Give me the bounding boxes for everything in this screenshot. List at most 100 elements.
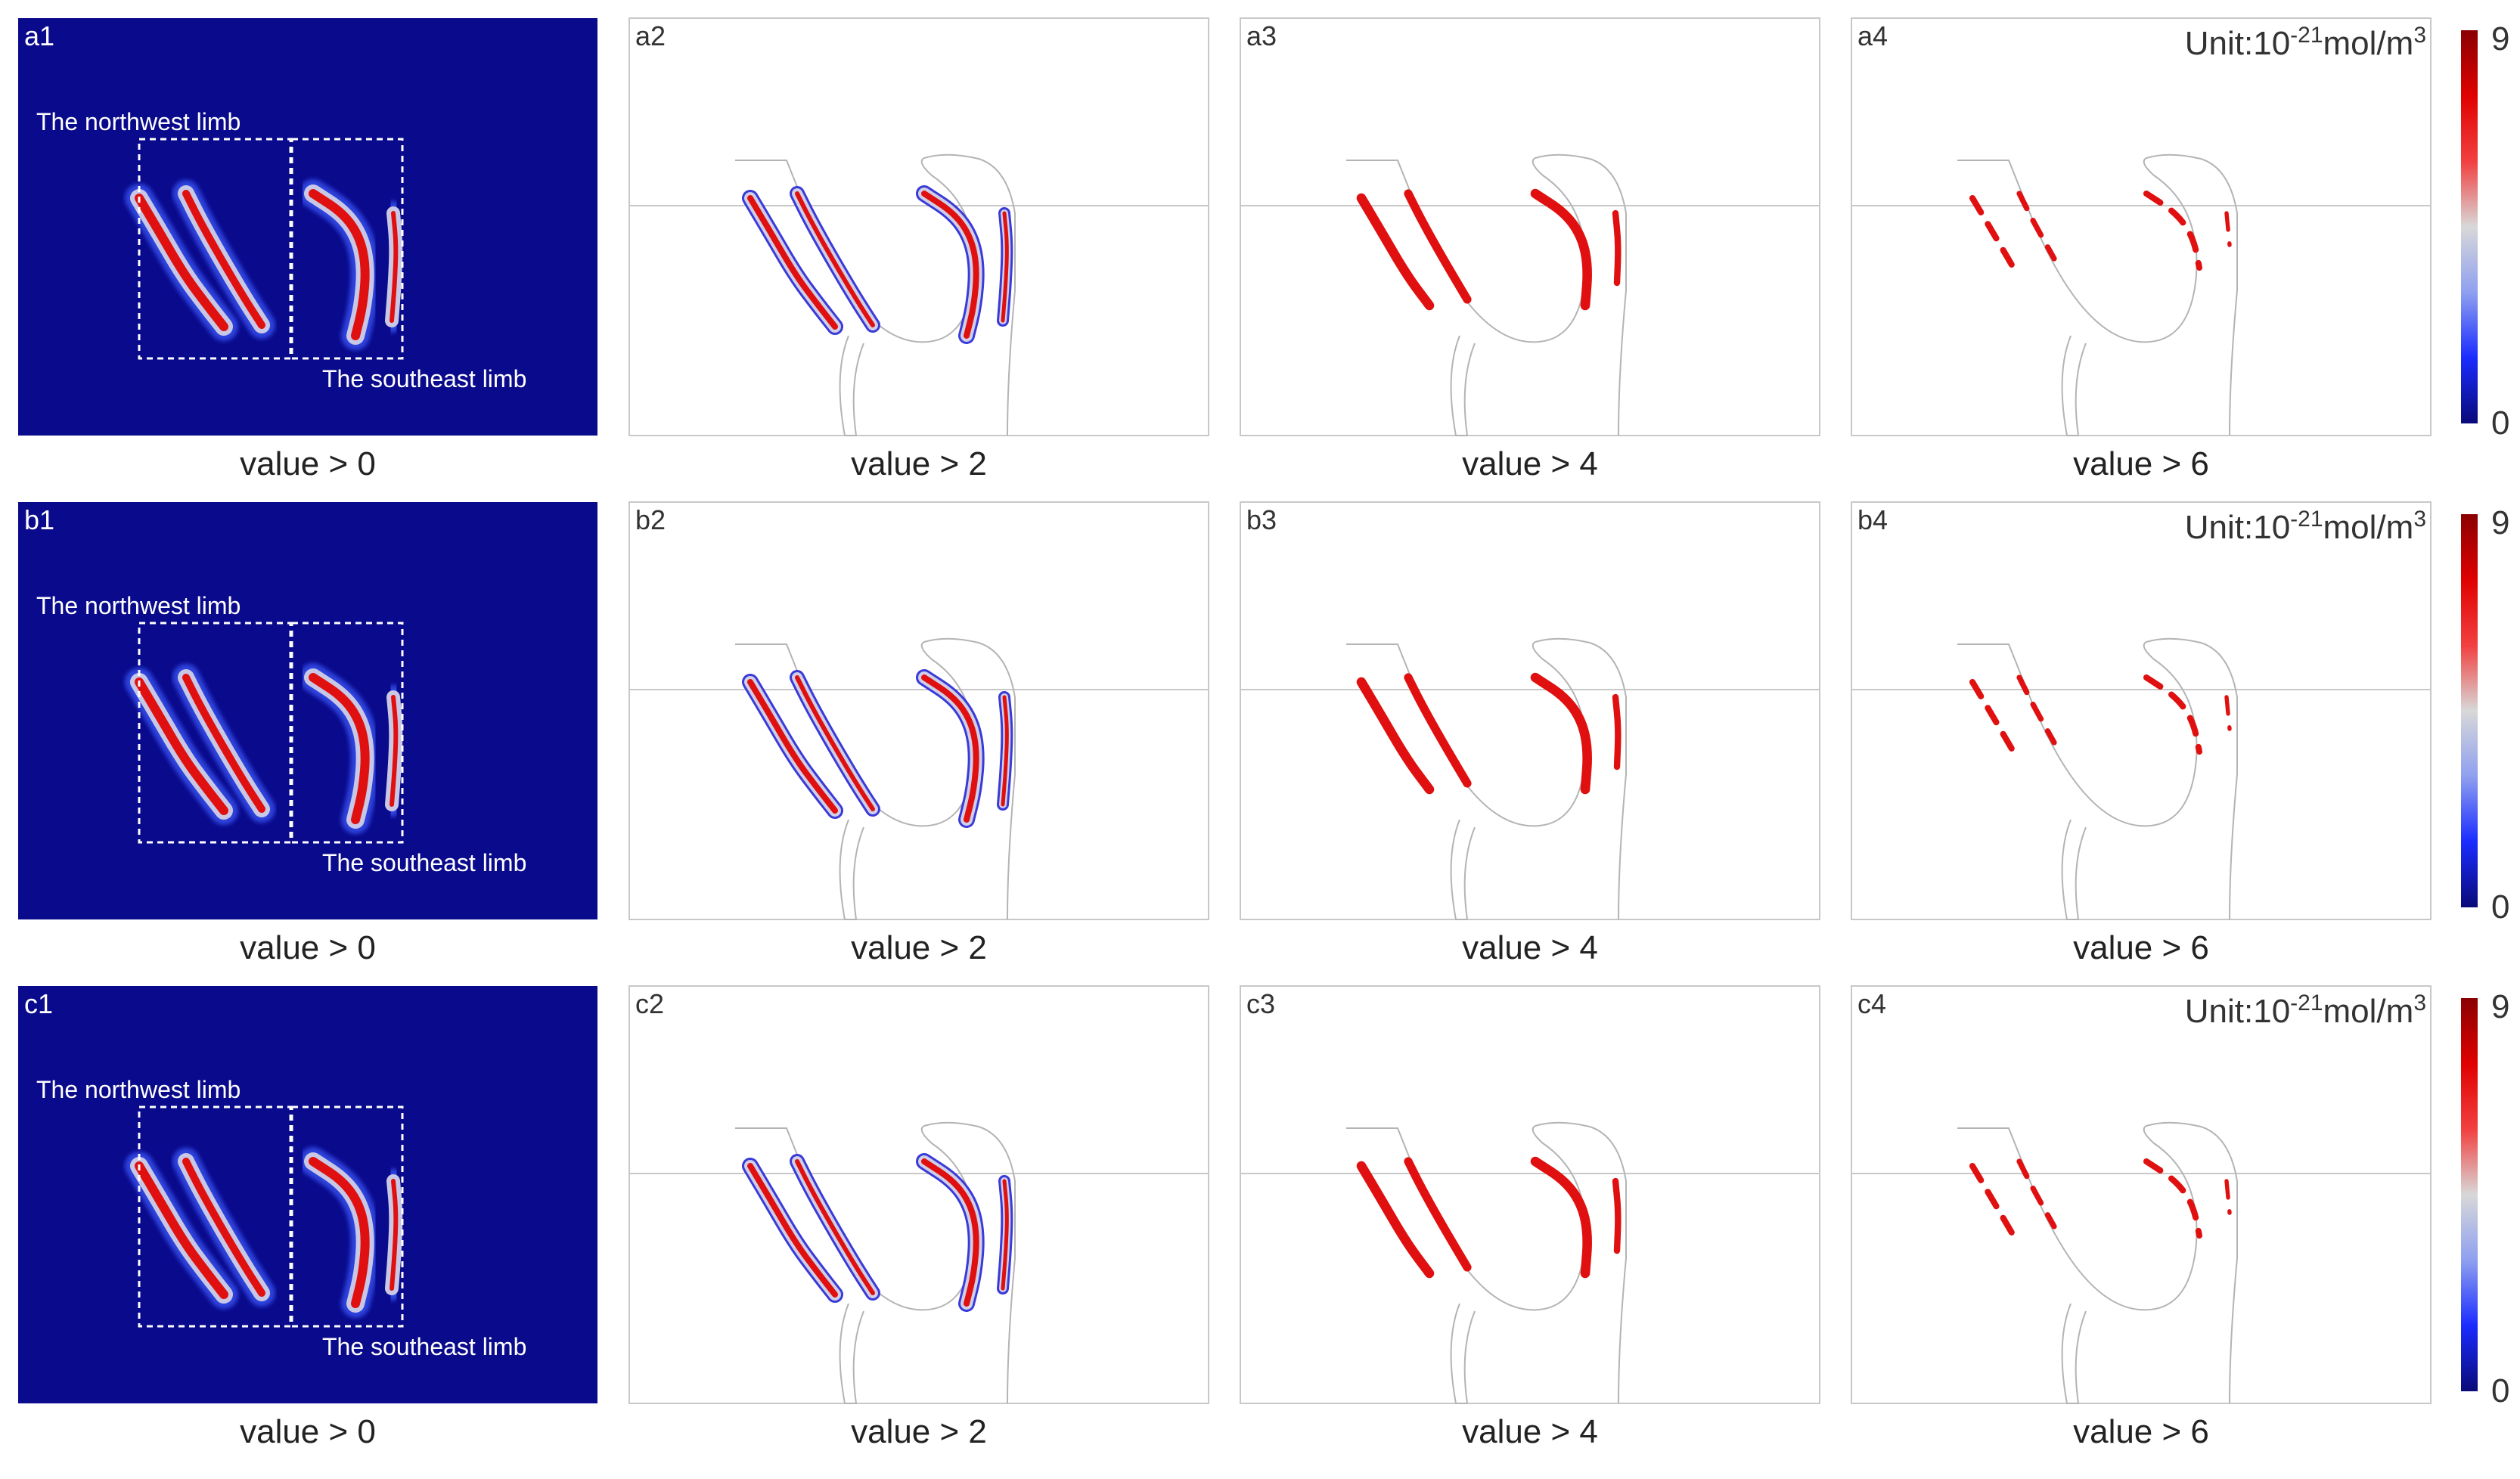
panel-caption: value > 0	[240, 445, 376, 482]
strand-high	[2143, 674, 2203, 755]
strand-high	[1969, 678, 2022, 763]
strand-high	[2016, 1158, 2057, 1229]
panel-c4: c4 value > 6	[1851, 985, 2432, 1450]
panel-label: b2	[635, 504, 666, 535]
panel-c3: c3 value > 4	[1240, 985, 1820, 1450]
geometry-outline	[1957, 637, 2238, 920]
geometry-outline	[735, 637, 1016, 920]
panel-b3: b3 value > 4	[1240, 501, 1820, 966]
unit-label: Unit:10-21mol/m3	[2185, 23, 2426, 62]
panel-c1: The northwest limb The southeast limb c1 va…	[18, 986, 597, 1450]
colorbar-min-label: 0	[2491, 888, 2509, 926]
geometry-outline	[1346, 153, 1627, 436]
strand-high	[1001, 211, 1009, 323]
southeast-limb-box	[290, 1105, 404, 1328]
concentration-core	[182, 190, 265, 329]
panel-frame	[1851, 501, 2432, 920]
strand-high	[921, 674, 979, 823]
panel-frame	[1240, 501, 1820, 920]
strand-high	[747, 195, 838, 330]
colorbar-min-label: 0	[2491, 1372, 2509, 1409]
panel-caption: value > 4	[1462, 929, 1598, 966]
strand-high	[1001, 1179, 1009, 1291]
panel-caption: value > 6	[2073, 929, 2209, 966]
strand-high	[795, 675, 875, 811]
panel-label: b1	[24, 504, 54, 535]
panel-caption: value > 0	[240, 929, 376, 966]
geometry-outline	[1346, 1121, 1627, 1404]
strand-high	[2016, 674, 2057, 746]
panel-a1: The northwest limb The southeast limb a1 va…	[18, 18, 597, 482]
colorbar-min-label: 0	[2491, 405, 2509, 442]
concentration-core	[182, 1158, 265, 1297]
strand-high	[2224, 211, 2232, 247]
colorbar-max-label: 9	[2491, 504, 2509, 541]
unit-label: Unit:10-21mol/m3	[2185, 507, 2426, 546]
panel-c2: c2 value > 2	[628, 985, 1209, 1450]
concentration-core	[389, 211, 399, 323]
colorbar-max-label: 9	[2491, 988, 2509, 1025]
panel-b4: b4 value > 6	[1851, 501, 2432, 966]
colorbar	[2461, 514, 2478, 907]
strand-high	[795, 191, 875, 327]
northwest-limb-label: The northwest limb	[36, 1076, 241, 1103]
panel-a4: a4 value > 6	[1851, 17, 2432, 482]
panel-frame	[1240, 985, 1820, 1404]
panel-caption: value > 4	[1462, 445, 1598, 482]
strand-high	[1404, 189, 1472, 304]
northwest-limb-label: The northwest limb	[36, 108, 241, 135]
unit-label: Unit:10-21mol/m3	[2185, 991, 2426, 1030]
southeast-limb-label: The southeast limb	[322, 1333, 526, 1360]
concentration-core	[389, 1179, 399, 1291]
strand-high	[1356, 1161, 1435, 1279]
panel-frame	[628, 501, 1209, 920]
geometry-outline	[735, 1121, 1016, 1404]
southeast-limb-box	[290, 622, 404, 844]
strand-high	[1969, 194, 2022, 279]
concentration-core	[389, 695, 399, 807]
panel-frame	[1851, 985, 2432, 1404]
concentration-core	[135, 194, 228, 331]
panel-frame	[1240, 17, 1820, 436]
field-background	[18, 18, 597, 436]
strand-high	[2224, 1179, 2232, 1215]
panel-label: a3	[1246, 20, 1277, 51]
panel-label: b3	[1246, 504, 1277, 535]
northwest-limb-box	[138, 622, 292, 844]
geometry-outline	[1957, 1121, 2238, 1404]
strand-high	[1612, 1177, 1622, 1254]
strand-high	[795, 1159, 875, 1295]
strand-high	[1356, 193, 1435, 311]
strand-high	[921, 191, 979, 339]
strand-high	[2016, 191, 2057, 262]
panel-label: c4	[1857, 988, 1886, 1019]
panel-b2: b2 value > 2	[628, 501, 1209, 966]
panel-label: b4	[1857, 504, 1888, 535]
panel-label: a1	[24, 20, 54, 51]
concentration-core	[309, 1157, 370, 1308]
panel-a2: a2 value > 2	[628, 17, 1209, 482]
field-background	[18, 502, 597, 919]
panel-caption: value > 4	[1462, 1413, 1598, 1450]
northwest-limb-box	[138, 138, 292, 360]
concentration-core	[135, 677, 228, 815]
field-background	[18, 986, 597, 1403]
concentration-core	[309, 673, 370, 824]
panel-label: c2	[635, 988, 664, 1019]
panel-caption: value > 2	[851, 445, 987, 482]
panel-label: c3	[1246, 988, 1275, 1019]
panel-caption: value > 6	[2073, 1413, 2209, 1450]
strand-high	[1969, 1162, 2022, 1247]
panel-a3: a3 value > 4	[1240, 17, 1820, 482]
colorbar	[2461, 30, 2478, 423]
geometry-outline	[1346, 637, 1627, 920]
strand-high	[1530, 188, 1592, 311]
strand-high	[1530, 1156, 1592, 1279]
panel-caption: value > 6	[2073, 445, 2209, 482]
panel-frame	[628, 17, 1209, 436]
strand-high	[1404, 673, 1472, 788]
strand-high	[1001, 695, 1009, 807]
northwest-limb-box	[138, 1105, 292, 1328]
panel-label: a4	[1857, 20, 1888, 51]
